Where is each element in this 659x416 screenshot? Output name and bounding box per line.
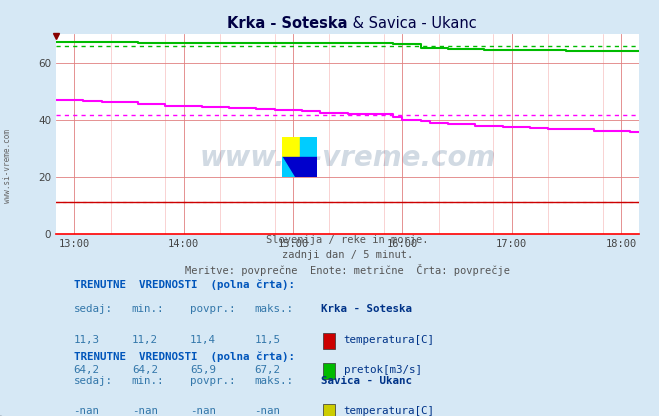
Text: 64,2: 64,2	[74, 365, 100, 375]
Text: povpr.:: povpr.:	[190, 376, 236, 386]
Text: sedaj:: sedaj:	[74, 305, 113, 314]
Text: Krka - Soteska: Krka - Soteska	[227, 16, 348, 31]
Text: & Savica - Ukanc: & Savica - Ukanc	[348, 16, 476, 31]
Text: Meritve: povprečne  Enote: metrične  Črta: povprečje: Meritve: povprečne Enote: metrične Črta:…	[185, 264, 510, 276]
Text: TRENUTNE  VREDNOSTI  (polna črta):: TRENUTNE VREDNOSTI (polna črta):	[74, 351, 295, 362]
Text: -nan: -nan	[190, 406, 216, 416]
Text: 11,5: 11,5	[254, 335, 280, 345]
Text: zadnji dan / 5 minut.: zadnji dan / 5 minut.	[282, 250, 413, 260]
Text: Slovenija / reke in morje.: Slovenija / reke in morje.	[266, 235, 429, 245]
Text: -nan: -nan	[74, 406, 100, 416]
FancyBboxPatch shape	[322, 333, 335, 349]
Text: -nan: -nan	[254, 406, 280, 416]
FancyBboxPatch shape	[322, 363, 335, 379]
FancyBboxPatch shape	[322, 404, 335, 416]
Text: 64,2: 64,2	[132, 365, 158, 375]
Text: pretok[m3/s]: pretok[m3/s]	[343, 365, 422, 375]
Text: sedaj:: sedaj:	[74, 376, 113, 386]
Text: 11,3: 11,3	[74, 335, 100, 345]
Text: -nan: -nan	[132, 406, 158, 416]
Text: maks.:: maks.:	[254, 305, 293, 314]
Text: 65,9: 65,9	[190, 365, 216, 375]
Text: 11,4: 11,4	[190, 335, 216, 345]
Text: min.:: min.:	[132, 305, 164, 314]
Text: min.:: min.:	[132, 376, 164, 386]
Text: temperatura[C]: temperatura[C]	[343, 335, 434, 345]
Text: www.si-vreme.com: www.si-vreme.com	[3, 129, 13, 203]
Text: maks.:: maks.:	[254, 376, 293, 386]
Text: povpr.:: povpr.:	[190, 305, 236, 314]
Text: temperatura[C]: temperatura[C]	[343, 406, 434, 416]
Text: Savica - Ukanc: Savica - Ukanc	[322, 376, 413, 386]
Text: 11,2: 11,2	[132, 335, 158, 345]
Text: 67,2: 67,2	[254, 365, 280, 375]
Text: Krka - Soteska: Krka - Soteska	[322, 305, 413, 314]
Text: TRENUTNE  VREDNOSTI  (polna črta):: TRENUTNE VREDNOSTI (polna črta):	[74, 280, 295, 290]
Text: www.si-vreme.com: www.si-vreme.com	[200, 144, 496, 172]
